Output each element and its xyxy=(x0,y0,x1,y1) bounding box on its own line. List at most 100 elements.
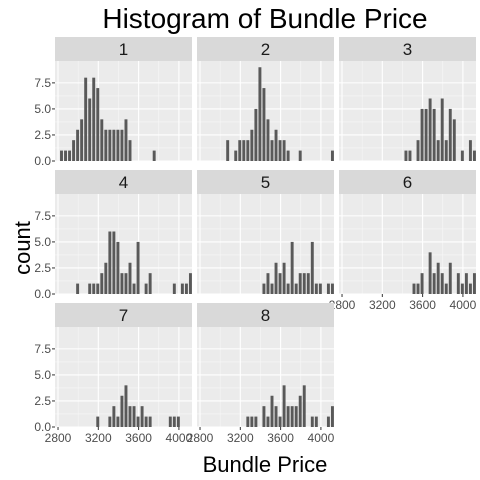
facet-plot-area xyxy=(197,327,334,427)
histogram-bar xyxy=(168,416,172,427)
facet-strip xyxy=(55,303,192,327)
x-tick-label: 2800 xyxy=(45,431,72,445)
facet-strip xyxy=(55,170,192,194)
histogram-bar xyxy=(472,150,476,161)
histogram-bar xyxy=(136,416,140,427)
histogram-bar xyxy=(262,283,266,294)
chart-title: Histogram of Bundle Price xyxy=(102,3,427,34)
histogram-bar xyxy=(104,129,108,161)
facet-strip-label: 2 xyxy=(261,40,270,59)
histogram-bar xyxy=(274,129,278,161)
facet-strip-label: 3 xyxy=(403,40,412,59)
histogram-bar xyxy=(226,140,230,161)
histogram-bar xyxy=(120,273,124,294)
histogram-bar xyxy=(310,241,314,294)
histogram-bar xyxy=(84,77,88,161)
facet-panel-1: 1 0.0 2.5 5.0 7.5 xyxy=(34,37,192,168)
facet-plot-area xyxy=(55,327,192,427)
histogram-bar xyxy=(144,416,148,427)
histogram-bar xyxy=(176,416,180,427)
histogram-bar xyxy=(404,150,408,161)
histogram-bar xyxy=(184,283,188,294)
facet-panel-5: 5 xyxy=(197,170,334,295)
histogram-bar xyxy=(440,98,444,161)
histogram-bar xyxy=(128,140,132,161)
histogram-bar xyxy=(124,119,128,161)
histogram-bar xyxy=(124,273,128,294)
histogram-bar xyxy=(116,241,120,294)
histogram-bar xyxy=(420,108,424,161)
histogram-bar xyxy=(444,283,448,294)
x-tick-label: 3200 xyxy=(227,431,254,445)
histogram-bar xyxy=(278,140,282,161)
histogram-bar xyxy=(294,406,298,427)
histogram-bar xyxy=(266,416,270,427)
histogram-bar xyxy=(108,416,112,427)
histogram-bar xyxy=(298,273,302,294)
histogram-bar xyxy=(140,406,144,427)
histogram-bar xyxy=(270,140,274,161)
histogram-bar xyxy=(258,67,262,161)
histogram-bar xyxy=(88,98,92,161)
histogram-bar xyxy=(270,395,274,427)
facet-strip xyxy=(197,37,334,61)
histogram-bar xyxy=(76,129,80,161)
histogram-bar xyxy=(412,283,416,294)
histogram-bar xyxy=(290,406,294,427)
x-tick-label: 3600 xyxy=(409,298,436,312)
histogram-bar xyxy=(468,140,472,161)
histogram-bar xyxy=(420,273,424,294)
histogram-bar xyxy=(254,108,258,161)
facet-strip xyxy=(197,303,334,327)
histogram-bar xyxy=(330,150,334,161)
histogram-bar xyxy=(112,129,116,161)
histogram-bar xyxy=(148,273,152,294)
histogram-bar xyxy=(120,129,124,161)
histogram-bar xyxy=(180,283,184,294)
facet-strip xyxy=(55,37,192,61)
histogram-bar xyxy=(432,273,436,294)
facet-plot-area xyxy=(339,194,476,294)
histogram-bar xyxy=(172,283,176,294)
histogram-bar xyxy=(436,262,440,294)
histogram-bar xyxy=(408,150,412,161)
facet-panel-7: 7 0.0 2.5 5.0 7.5 2800 3200 3600 4000 xyxy=(34,303,193,445)
histogram-bar xyxy=(290,241,294,294)
histogram-bar xyxy=(96,88,100,161)
histogram-bar xyxy=(120,395,124,427)
histogram-bar xyxy=(64,150,67,161)
facet-plot-area xyxy=(55,194,192,294)
y-tick-label: 5.0 xyxy=(34,102,51,116)
histogram-bar xyxy=(448,108,452,161)
histogram-bar xyxy=(282,140,286,161)
histogram-bar xyxy=(96,283,100,294)
histogram-bar xyxy=(444,140,448,161)
histogram-bar xyxy=(172,416,176,427)
histogram-bar xyxy=(294,283,298,294)
facet-panel-4: 4 0.0 2.5 5.0 7.5 xyxy=(34,170,192,301)
histogram-bar xyxy=(108,129,112,161)
y-tick-label: 5.0 xyxy=(34,368,51,382)
histogram-bar xyxy=(326,283,330,294)
histogram-bar xyxy=(96,416,100,427)
histogram-bar xyxy=(266,273,270,294)
histogram-bar xyxy=(72,140,76,161)
facet-strip-label: 8 xyxy=(261,306,270,325)
facet-strip-label: 6 xyxy=(403,173,412,192)
facet-grid: 1 0.0 2.5 5.0 7.5 2 3 4 0.0 2.5 5.0 7.5 5 6 2800 3200 36… xyxy=(34,37,477,445)
y-tick-label: 5.0 xyxy=(34,235,51,249)
histogram-bar xyxy=(456,273,460,294)
histogram-bar xyxy=(112,231,116,294)
facet-strip xyxy=(197,170,334,194)
histogram-bar xyxy=(472,273,476,294)
x-tick-label: 4000 xyxy=(308,431,335,445)
histogram-bar xyxy=(250,129,254,161)
histogram-bar xyxy=(270,283,274,294)
histogram-bar xyxy=(152,150,156,161)
histogram-bar xyxy=(100,273,104,294)
x-tick-label: 3200 xyxy=(369,298,396,312)
histogram-bar xyxy=(314,283,318,294)
histogram-bar xyxy=(282,385,286,427)
histogram-bar xyxy=(278,273,282,294)
y-tick-label: 7.5 xyxy=(34,76,51,90)
